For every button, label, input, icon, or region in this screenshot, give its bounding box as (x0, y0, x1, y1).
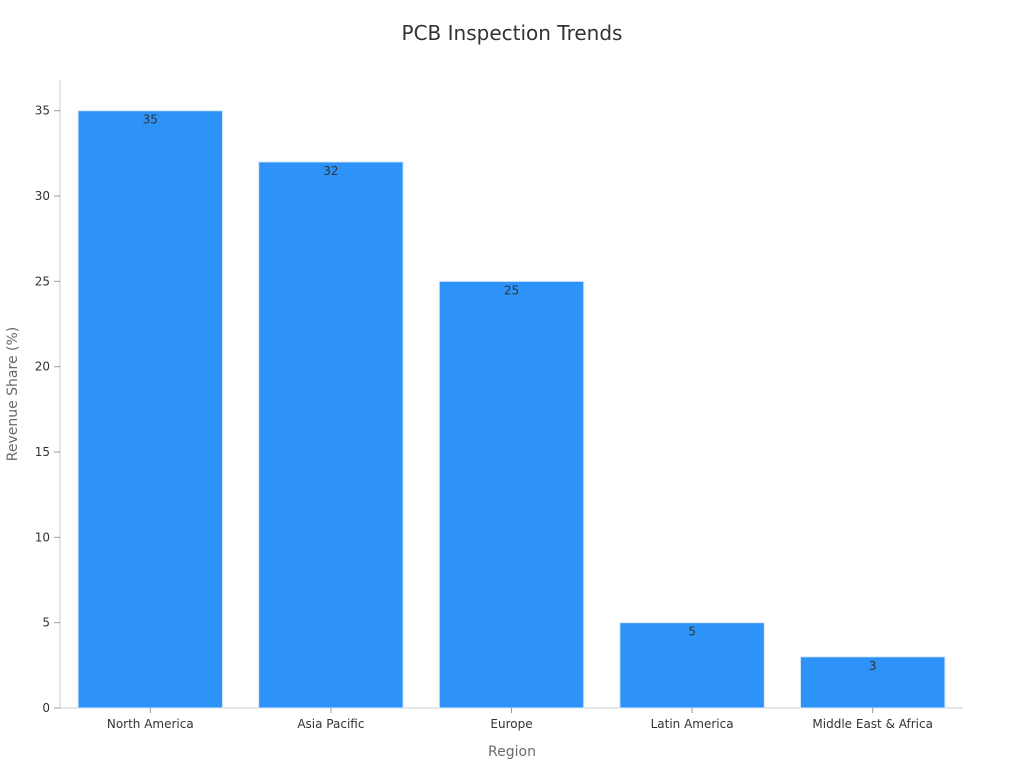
bar (77, 110, 224, 709)
data-label: 32 (323, 164, 338, 178)
x-axis-label: Region (488, 744, 536, 760)
y-tick-label: 0 (42, 701, 50, 715)
bar (619, 622, 765, 709)
data-label: 35 (143, 113, 158, 127)
bars: 35 32 25 5 3 (77, 110, 946, 709)
data-label: 3 (869, 659, 877, 673)
y-axis-ticks: 0 5 10 15 20 25 30 35 (35, 104, 60, 715)
bar (438, 280, 585, 709)
bar (799, 656, 946, 709)
bar (258, 161, 404, 709)
x-tick-label: North America (107, 717, 194, 731)
x-axis-ticks: North America Asia Pacific Europe Latin Ame… (107, 708, 933, 731)
y-tick-label: 30 (35, 189, 50, 203)
x-tick-label: Asia Pacific (297, 717, 364, 731)
x-tick-label: Europe (490, 717, 532, 731)
chart-title: PCB Inspection Trends (402, 21, 623, 45)
y-tick-label: 15 (35, 445, 50, 459)
y-tick-label: 10 (35, 530, 50, 544)
y-axis-label: Revenue Share (%) (5, 327, 21, 462)
data-label: 25 (504, 283, 519, 297)
y-tick-label: 35 (35, 104, 50, 118)
x-tick-label: Middle East & Africa (812, 717, 933, 731)
y-tick-label: 5 (42, 616, 50, 630)
y-tick-label: 20 (35, 360, 50, 374)
x-tick-label: Latin America (651, 717, 734, 731)
data-label: 5 (688, 625, 696, 639)
y-tick-label: 25 (35, 274, 50, 288)
